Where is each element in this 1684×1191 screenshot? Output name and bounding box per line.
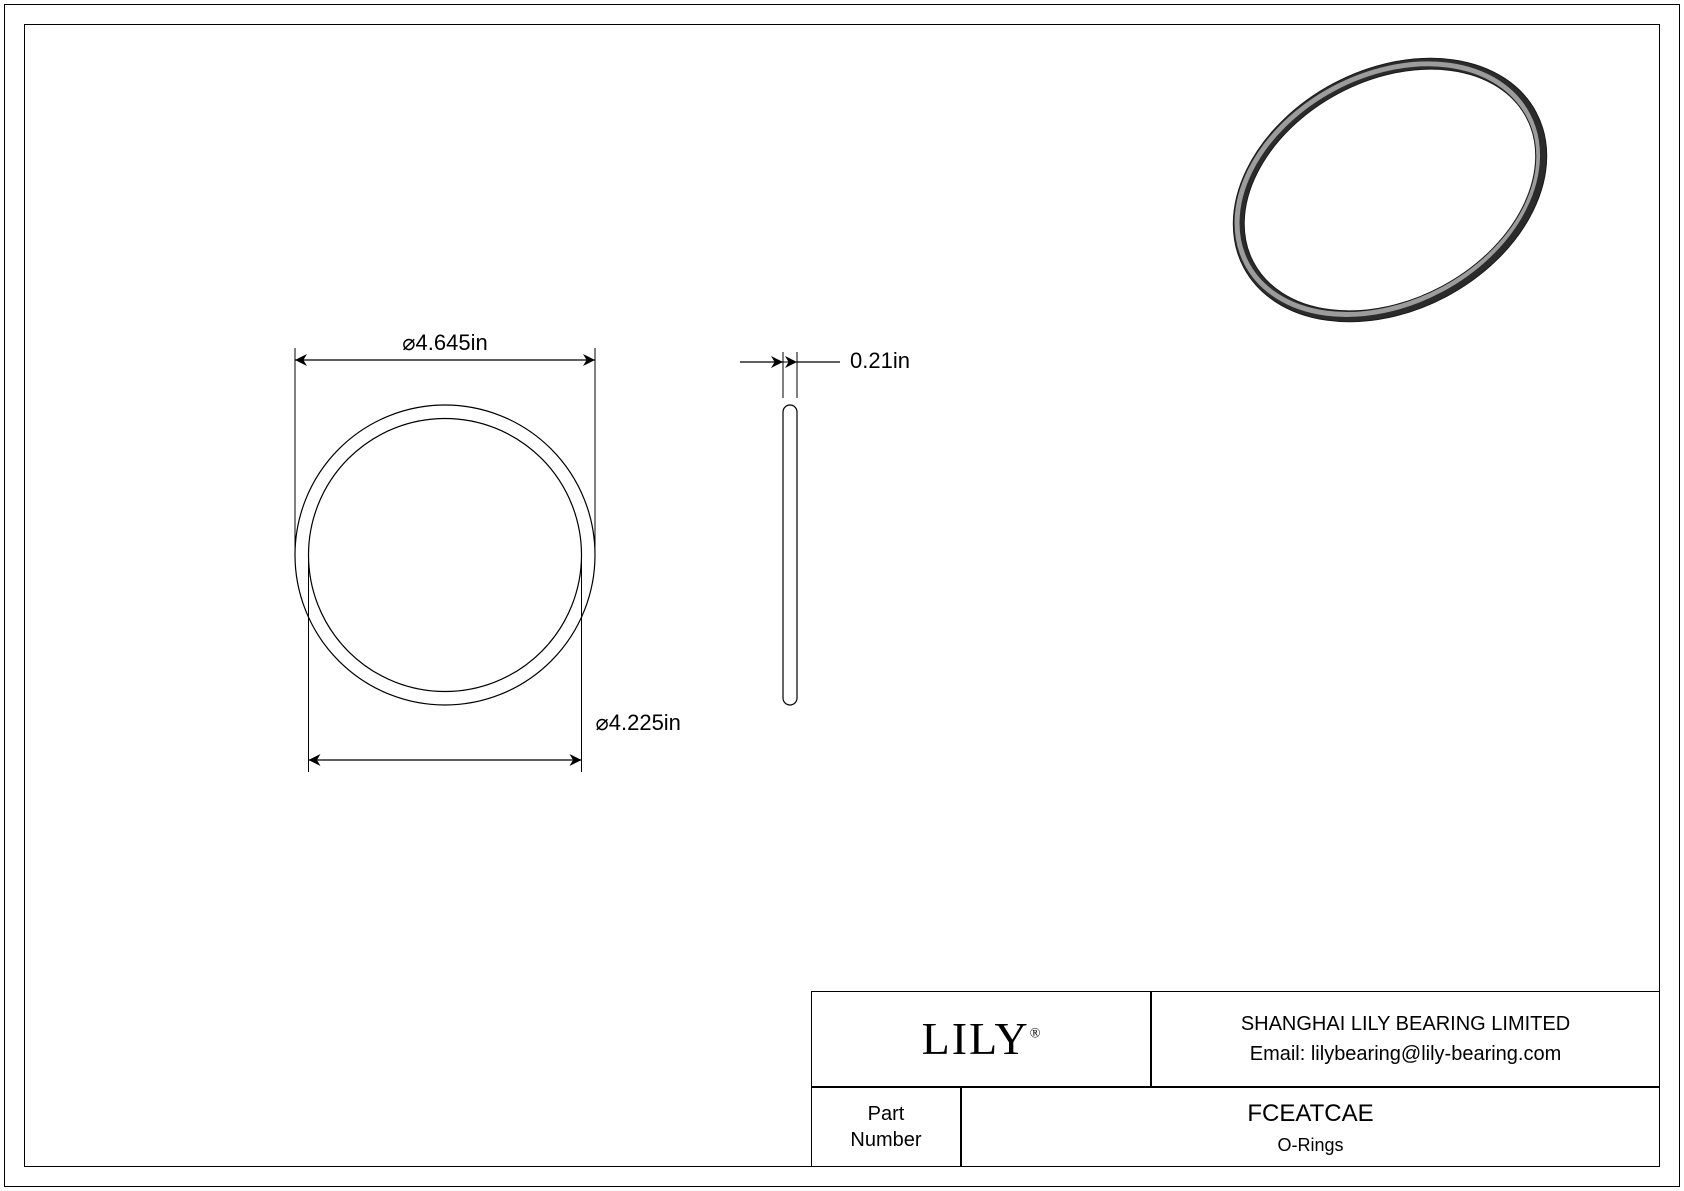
part-number-value: FCEATCAE (1247, 1096, 1373, 1132)
inner-diameter-label: ⌀4.225in (596, 710, 681, 735)
part-number-label-line1: Part (868, 1101, 905, 1127)
brand-logo: LILY® (922, 1016, 1041, 1062)
product-type: O-Rings (1277, 1132, 1343, 1159)
front-view: ⌀4.645in ⌀4.225in (295, 330, 681, 772)
company-name: SHANGHAI LILY BEARING LIMITED (1241, 1009, 1570, 1039)
part-number-label-line2: Number (850, 1127, 921, 1153)
title-block: LILY® SHANGHAI LILY BEARING LIMITED Emai… (811, 991, 1660, 1167)
company-email: Email: lilybearing@lily-bearing.com (1250, 1039, 1562, 1069)
logo-cell: LILY® (811, 991, 1151, 1087)
isometric-view (1187, 6, 1592, 374)
part-number-value-cell: FCEATCAE O-Rings (961, 1087, 1660, 1167)
cross-section-width-label: 0.21in (850, 348, 910, 373)
side-view: 0.21in (740, 348, 910, 705)
brand-logo-text: LILY (922, 1013, 1030, 1064)
registered-mark-icon: ® (1030, 1027, 1041, 1042)
outer-diameter-label: ⌀4.645in (402, 330, 487, 355)
company-info-cell: SHANGHAI LILY BEARING LIMITED Email: lil… (1151, 991, 1660, 1087)
part-number-label-cell: Part Number (811, 1087, 961, 1167)
